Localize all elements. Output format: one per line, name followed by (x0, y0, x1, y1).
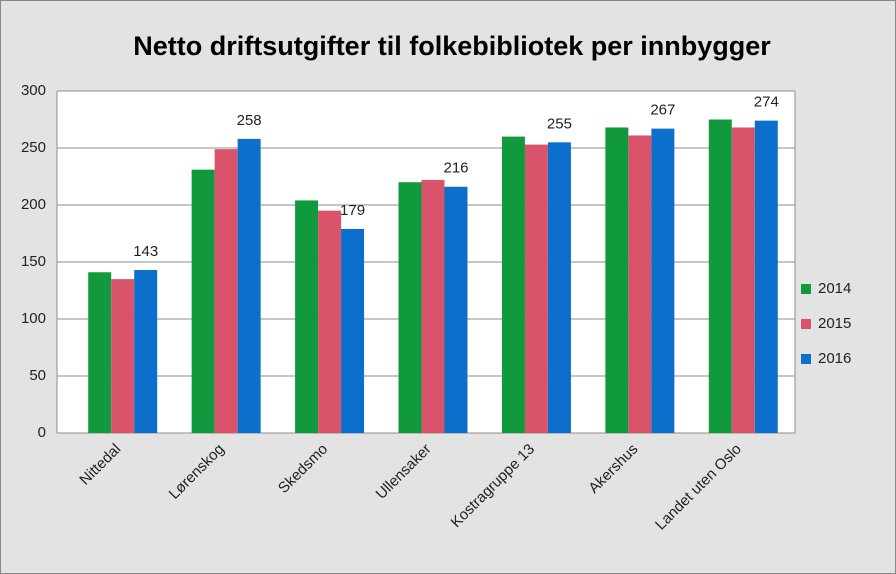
bar (628, 135, 652, 433)
y-tick-label: 100 (21, 310, 46, 327)
bar (88, 272, 112, 433)
y-tick-label: 250 (21, 139, 46, 156)
y-tick-label: 0 (38, 424, 46, 441)
bar (501, 136, 525, 433)
y-tick-label: 50 (29, 367, 46, 384)
bar (708, 119, 732, 433)
bar (237, 138, 261, 433)
data-label: 216 (443, 160, 468, 177)
bar (754, 120, 778, 433)
bar (318, 210, 342, 433)
chart-title: Netto driftsutgifter til folkebibliotek … (133, 31, 771, 61)
bar (731, 127, 755, 433)
bar (214, 149, 238, 433)
legend-swatch (801, 354, 811, 364)
bar (651, 128, 675, 433)
data-label: 179 (340, 202, 365, 219)
y-tick-label: 200 (21, 196, 46, 213)
bar (605, 127, 629, 433)
legend-label: 2015 (818, 315, 851, 332)
legend-swatch (801, 319, 811, 329)
legend-label: 2014 (818, 280, 851, 297)
bar (444, 186, 468, 433)
bar (341, 228, 365, 433)
data-label: 258 (237, 112, 262, 129)
bar (295, 200, 319, 433)
data-label: 274 (754, 94, 779, 111)
bar (547, 142, 571, 434)
bar (191, 169, 215, 433)
data-label: 255 (547, 115, 572, 132)
data-label: 267 (650, 102, 675, 119)
legend-label: 2016 (818, 350, 851, 367)
bar (421, 179, 445, 433)
bar (134, 269, 158, 433)
legend-swatch (801, 284, 811, 294)
data-label: 143 (133, 243, 158, 260)
bar (111, 279, 135, 433)
y-tick-label: 300 (21, 82, 46, 99)
bar (524, 144, 548, 433)
bar (398, 182, 422, 433)
y-tick-label: 150 (21, 253, 46, 270)
